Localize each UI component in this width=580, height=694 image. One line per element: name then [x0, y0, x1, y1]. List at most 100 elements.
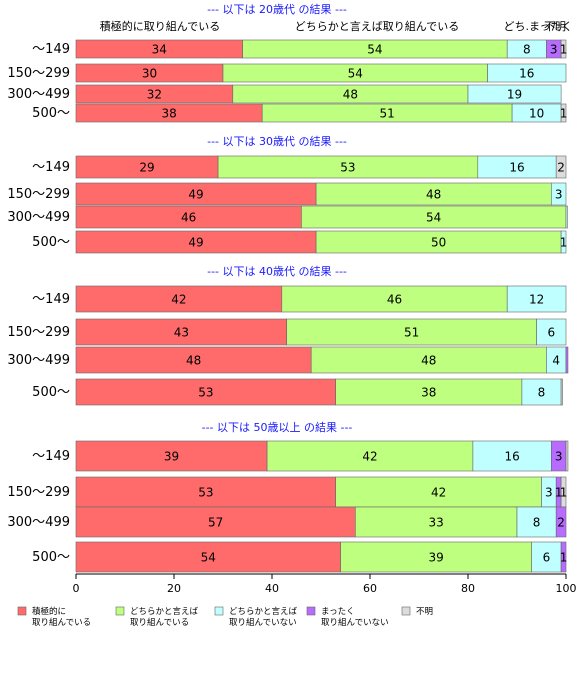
column-header: 不明 — [544, 20, 566, 33]
legend-label: 取り組んでいない — [321, 617, 389, 628]
category-label: 500～ — [32, 106, 70, 121]
category-label: ～149 — [32, 449, 70, 464]
x-tick-label: 0 — [73, 582, 80, 595]
data-label: 4 — [552, 354, 560, 368]
data-label: 1 — [560, 551, 568, 565]
column-header: どち.まったく — [503, 20, 572, 33]
data-label: 54 — [201, 551, 216, 565]
category-label: ～149 — [32, 160, 70, 175]
bar-segment — [560, 541, 567, 573]
data-label: 39 — [429, 551, 444, 565]
bar-segment — [354, 506, 518, 538]
data-label: 42 — [362, 450, 377, 464]
category-label: 500～ — [32, 385, 70, 400]
data-label: 8 — [523, 43, 531, 57]
legend-label: 取り組んでいる — [130, 617, 189, 628]
bar-segment — [75, 476, 337, 508]
data-label: 10 — [529, 107, 544, 121]
data-label: 38 — [421, 386, 436, 400]
bar-segment — [536, 318, 567, 346]
bar-segment — [560, 230, 567, 254]
bar-segment — [555, 506, 567, 538]
data-label: 32 — [147, 88, 162, 102]
data-label: 8 — [533, 516, 541, 530]
bar-segment — [516, 506, 557, 538]
data-label: 38 — [161, 107, 176, 121]
group-title: --- 以下は 40歳代 の結果 --- — [207, 264, 347, 278]
data-label: 46 — [387, 293, 402, 307]
bar-segment — [75, 346, 312, 374]
data-label: 2 — [557, 516, 565, 530]
legend-label: 不明 — [416, 607, 433, 617]
group-title: --- 以下は 20歳代 の結果 --- — [207, 2, 347, 16]
data-label: 29 — [139, 161, 154, 175]
data-label: 46 — [181, 211, 196, 225]
bar-segment — [75, 318, 287, 346]
data-label: 49 — [188, 188, 203, 202]
category-label: 300～499 — [7, 353, 70, 368]
legend-swatch — [115, 606, 125, 616]
legend-label: 積極的に — [32, 606, 66, 617]
legend-label: どちらかと言えば — [229, 606, 298, 617]
data-label: 49 — [188, 236, 203, 250]
legend-label: 取り組んでいる — [32, 617, 91, 628]
data-label: 1 — [555, 486, 563, 500]
bar-segment — [560, 39, 567, 59]
category-label: 300～499 — [7, 87, 70, 102]
bar-segment — [565, 440, 569, 472]
data-label: 16 — [504, 450, 519, 464]
group-title: --- 以下は 30歳代 の結果 --- — [207, 134, 347, 148]
bar-segment — [75, 506, 356, 538]
column-header: 積極的に取り組んでいる — [100, 19, 220, 33]
bar-segment — [75, 285, 283, 313]
data-label: 34 — [152, 43, 167, 57]
data-label: 3 — [545, 486, 553, 500]
bar-segment — [75, 378, 337, 406]
data-label: 42 — [431, 486, 446, 500]
bar-segment — [335, 476, 542, 508]
data-label: 42 — [171, 293, 186, 307]
bar-segment — [565, 205, 568, 229]
legend-label: 取り組んでいない — [229, 617, 297, 628]
x-tick-label: 20 — [167, 582, 181, 595]
bar-segment — [281, 285, 508, 313]
data-label: 48 — [186, 354, 201, 368]
legend-swatch — [17, 606, 27, 616]
group-title: --- 以下は 50歳以上 の結果 --- — [202, 420, 353, 434]
data-label: 1 — [560, 107, 568, 121]
bar-segment — [335, 378, 523, 406]
data-label: 1 — [560, 43, 568, 57]
x-tick-label: 40 — [265, 582, 279, 595]
column-header: どちらかと言えば取り組んでいる — [295, 20, 459, 33]
data-label: 3 — [555, 450, 563, 464]
bar-segment — [506, 285, 567, 313]
bar-segment — [555, 155, 567, 179]
data-label: 53 — [198, 386, 213, 400]
bar-segment — [266, 440, 474, 472]
bar-segment — [310, 346, 547, 374]
legend-swatch — [306, 606, 316, 616]
data-label: 1 — [560, 236, 568, 250]
category-label: 300～499 — [7, 210, 70, 225]
data-label: 50 — [431, 236, 446, 250]
data-label: 48 — [421, 354, 436, 368]
data-label: 57 — [208, 516, 223, 530]
bar-segment — [467, 84, 562, 104]
x-tick-label: 80 — [461, 582, 475, 595]
data-label: 19 — [507, 88, 522, 102]
data-label: 48 — [343, 88, 358, 102]
category-label: 500～ — [32, 550, 70, 565]
category-label: 300～499 — [7, 515, 70, 530]
legend-swatch — [401, 606, 411, 616]
data-label: 48 — [426, 188, 441, 202]
data-label: 51 — [380, 107, 395, 121]
category-label: 150～299 — [7, 66, 70, 81]
data-label: 6 — [547, 326, 555, 340]
bar-segment — [531, 541, 562, 573]
data-label: 30 — [142, 67, 157, 81]
x-tick-label: 60 — [363, 582, 377, 595]
x-tick-label: 100 — [556, 582, 577, 595]
data-label: 54 — [348, 67, 363, 81]
bar-segment — [521, 378, 562, 406]
